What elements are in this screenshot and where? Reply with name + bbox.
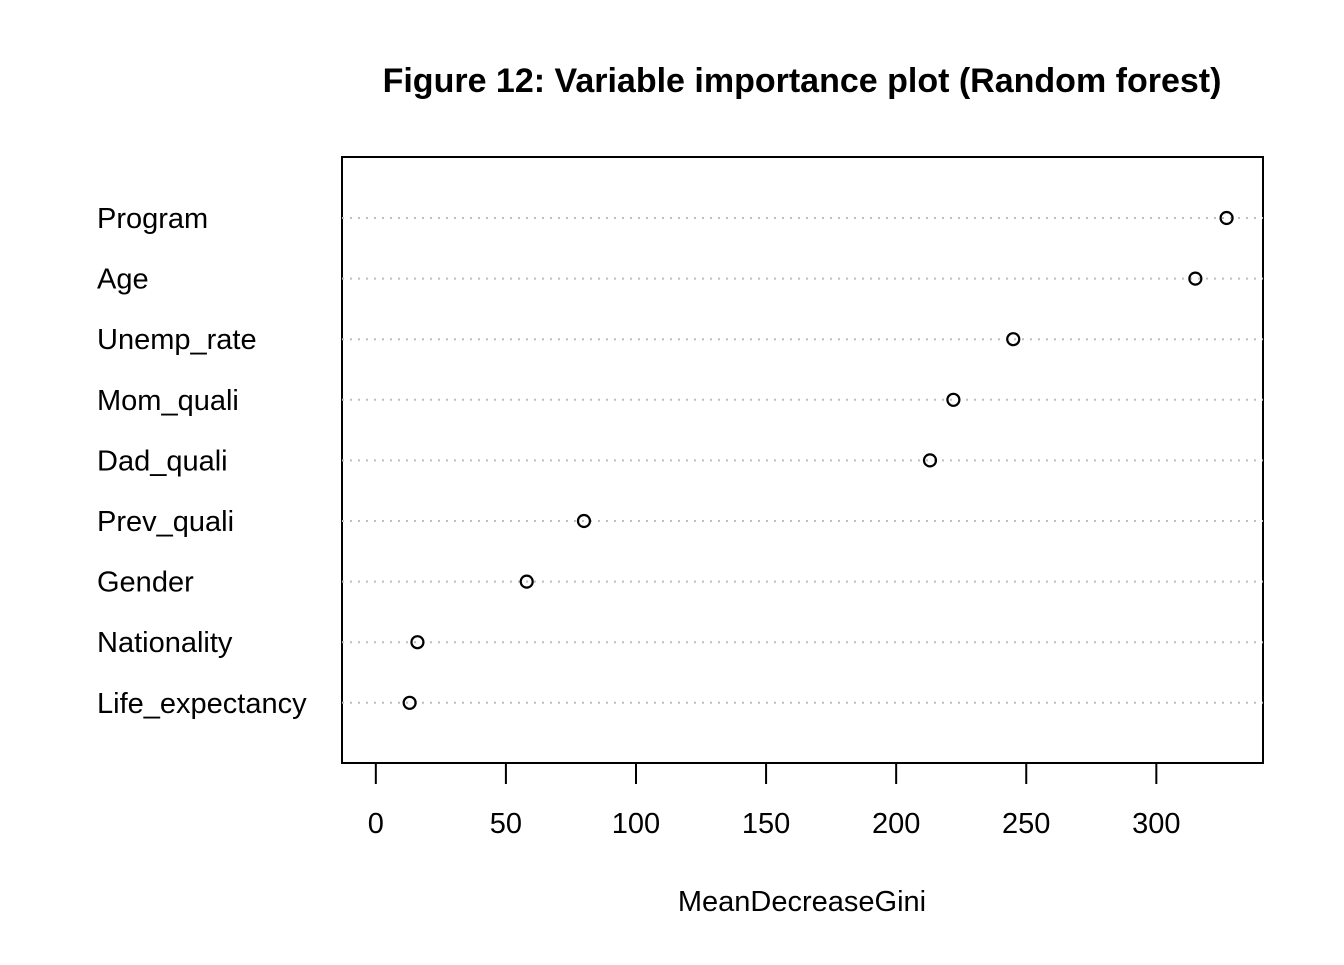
plot-frame (341, 156, 1264, 764)
variable-label: Prev_quali (97, 506, 234, 538)
data-point (922, 453, 938, 468)
variable-label: Unemp_rate (97, 324, 257, 356)
x-tick-label: 200 (872, 808, 920, 840)
data-points (402, 210, 1234, 710)
variable-label: Life_expectancy (97, 688, 307, 720)
x-axis: 0 50 100 150 200 250 300 (368, 762, 1181, 840)
variable-labels: Program Age Unemp_rate Mom_quali Dad_quali Pr… (97, 203, 307, 720)
x-axis-title: MeanDecreaseGini (678, 886, 926, 918)
variable-label: Program (97, 203, 208, 235)
data-point (1006, 332, 1021, 347)
x-tick-label: 300 (1132, 808, 1180, 840)
variable-label: Dad_quali (97, 445, 228, 477)
data-point (1188, 271, 1203, 286)
x-tick-label: 0 (368, 808, 384, 840)
data-point (519, 574, 534, 589)
x-tick-label: 100 (612, 808, 660, 840)
data-point (576, 513, 592, 529)
variable-label: Mom_quali (97, 385, 239, 417)
data-point (402, 695, 417, 710)
data-point (946, 392, 961, 407)
x-tick-label: 50 (490, 808, 522, 840)
grid-lines (342, 217, 1263, 704)
chart-title: Figure 12: Variable importance plot (Ran… (383, 62, 1222, 100)
x-tick-label: 150 (742, 808, 790, 840)
data-point (410, 635, 425, 650)
variable-label: Gender (97, 567, 194, 599)
x-tick-label: 250 (1002, 808, 1050, 840)
variable-label: Age (97, 264, 149, 296)
variable-label: Nationality (97, 627, 233, 659)
data-point (1219, 210, 1234, 226)
